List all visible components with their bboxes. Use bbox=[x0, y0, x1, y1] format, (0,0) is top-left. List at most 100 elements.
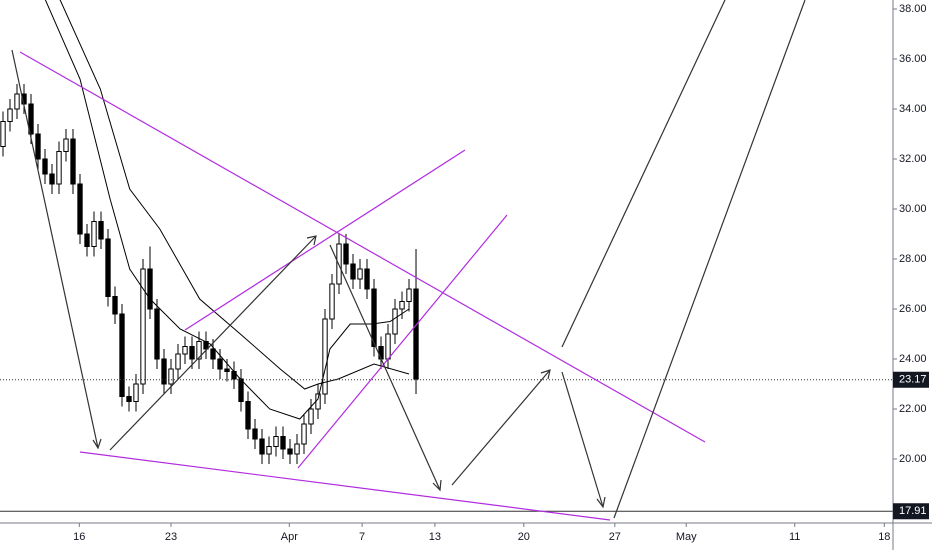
candle-body bbox=[140, 268, 146, 385]
projection-arrows bbox=[11, 0, 806, 519]
candle-body bbox=[0, 121, 6, 147]
candle-body bbox=[238, 378, 244, 402]
trend-line bbox=[19, 51, 706, 443]
arrow-head bbox=[432, 479, 442, 492]
arrow-head bbox=[596, 496, 606, 509]
candle-body bbox=[189, 346, 195, 360]
candle-body bbox=[364, 268, 370, 290]
candle-body bbox=[7, 108, 13, 122]
price-label-box bbox=[893, 503, 929, 520]
x-tick-label: 23 bbox=[165, 531, 177, 543]
candle-body bbox=[231, 371, 237, 380]
arrow bbox=[451, 369, 551, 486]
candle-body bbox=[392, 308, 398, 335]
candle-body bbox=[273, 436, 279, 447]
candle-body bbox=[343, 243, 349, 265]
candle-body bbox=[119, 313, 125, 397]
x-tick-label: Apr bbox=[281, 531, 298, 543]
candle-body bbox=[133, 383, 139, 402]
projection-line bbox=[613, 0, 806, 519]
candle-body bbox=[322, 318, 328, 395]
x-tick-label: 11 bbox=[789, 531, 800, 543]
candle-body bbox=[315, 393, 321, 410]
candle-body bbox=[406, 288, 412, 302]
x-tick-label: 27 bbox=[609, 531, 621, 543]
candle-body bbox=[98, 221, 104, 240]
candle-body bbox=[329, 283, 335, 320]
candle-body bbox=[350, 263, 356, 280]
projection-line bbox=[561, 0, 726, 348]
moving-average bbox=[59, 0, 410, 390]
candle-body bbox=[259, 438, 265, 455]
candle-body bbox=[84, 233, 90, 247]
y-tick-label: 34.00 bbox=[899, 103, 927, 115]
y-tick-label: 22.00 bbox=[899, 403, 927, 415]
candle-body bbox=[196, 341, 202, 360]
x-tick-label: 16 bbox=[73, 531, 85, 543]
x-tick-label: 18 bbox=[878, 531, 890, 543]
candle-body bbox=[294, 443, 300, 455]
x-tick-label: May bbox=[676, 531, 697, 543]
candle-body bbox=[14, 93, 20, 110]
candle-body bbox=[245, 401, 251, 430]
candle-body bbox=[280, 436, 286, 450]
candle-body bbox=[105, 238, 111, 297]
y-tick-label: 30.00 bbox=[899, 203, 927, 215]
arrow-head bbox=[92, 438, 102, 450]
candle-body bbox=[301, 423, 307, 445]
arrow-head bbox=[540, 369, 551, 380]
candle-body bbox=[126, 396, 132, 402]
y-tick-label: 36.00 bbox=[899, 53, 927, 65]
x-tick-label: 7 bbox=[359, 531, 365, 543]
arrow bbox=[11, 49, 99, 449]
trend-line bbox=[79, 451, 611, 521]
candle-body bbox=[252, 428, 258, 440]
candle-body bbox=[154, 308, 160, 360]
candle-body bbox=[266, 446, 272, 455]
candle-body bbox=[70, 138, 76, 185]
candle-body bbox=[168, 368, 174, 385]
x-tick-label: 13 bbox=[429, 531, 441, 543]
candle-body bbox=[210, 348, 216, 360]
y-tick-label: 20.00 bbox=[899, 453, 927, 465]
price-label: 17.91 bbox=[899, 505, 927, 517]
y-tick-label: 28.00 bbox=[899, 253, 927, 265]
y-tick-label: 26.00 bbox=[899, 303, 927, 315]
candle-body bbox=[385, 333, 391, 360]
candle-body bbox=[182, 346, 188, 355]
candle-body bbox=[371, 288, 377, 347]
price-label-box bbox=[893, 371, 929, 388]
arrow bbox=[109, 235, 317, 451]
candle-body bbox=[287, 448, 293, 455]
candle-body bbox=[42, 158, 48, 175]
candle-body bbox=[308, 408, 314, 425]
candle-body bbox=[56, 151, 62, 185]
price-label: 23.17 bbox=[899, 374, 927, 386]
x-tick-label: 20 bbox=[518, 531, 530, 543]
trend-line bbox=[184, 149, 466, 331]
candle-body bbox=[28, 103, 34, 135]
candle-body bbox=[224, 368, 230, 372]
candle-body bbox=[49, 173, 55, 185]
candle-body bbox=[147, 268, 153, 310]
candle-body bbox=[378, 346, 384, 360]
candle-body bbox=[112, 296, 118, 315]
arrow bbox=[329, 244, 441, 491]
arrow-head bbox=[306, 235, 317, 246]
candle-body bbox=[399, 301, 405, 310]
candle-body bbox=[91, 221, 97, 247]
y-tick-label: 38.00 bbox=[899, 3, 927, 15]
candle-body bbox=[77, 183, 83, 235]
y-tick-label: 24.00 bbox=[899, 353, 927, 365]
trend-line bbox=[297, 214, 508, 469]
moving-average bbox=[44, 0, 410, 420]
candle-body bbox=[35, 133, 41, 160]
arrow bbox=[561, 371, 604, 508]
candle-body bbox=[413, 288, 419, 380]
candle-body bbox=[217, 358, 223, 370]
drawings bbox=[11, 0, 806, 521]
